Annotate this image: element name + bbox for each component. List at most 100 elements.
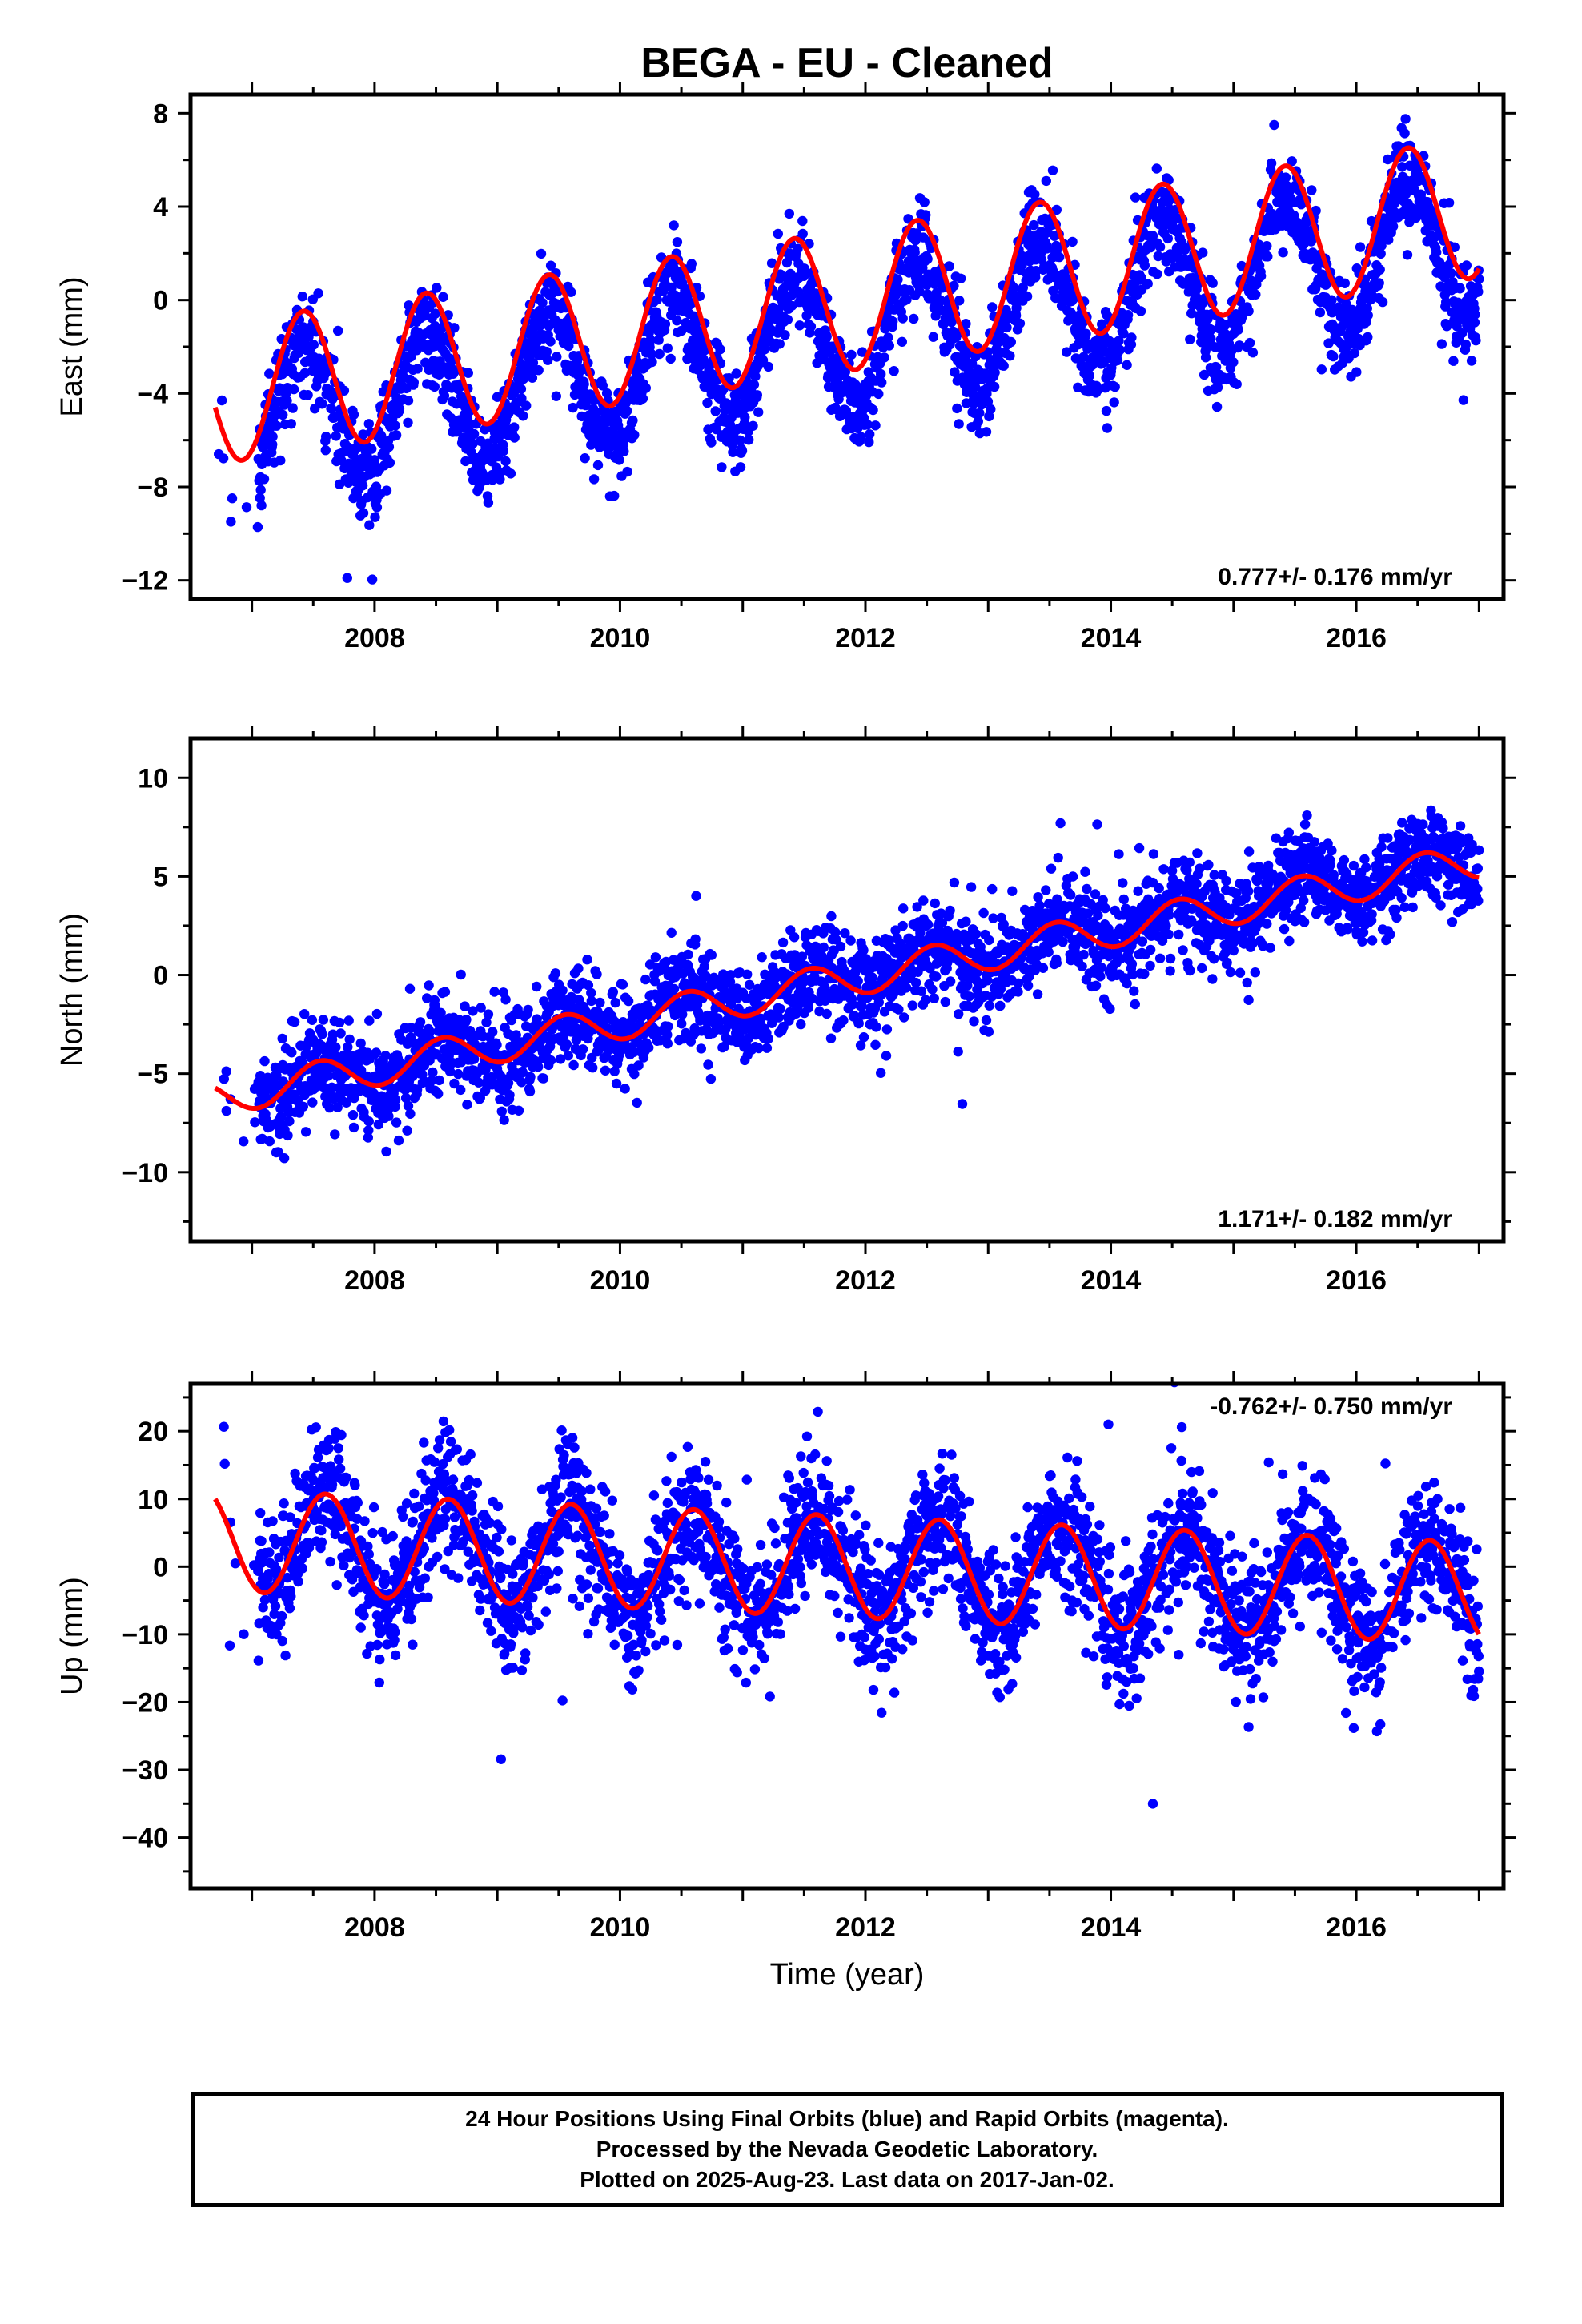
east-point xyxy=(597,380,608,391)
east-point xyxy=(760,344,770,355)
north-point xyxy=(460,1001,470,1011)
north-point xyxy=(611,1078,622,1089)
north-point xyxy=(945,976,956,987)
east-point xyxy=(735,462,746,472)
east-point xyxy=(339,385,350,396)
east-point xyxy=(1399,128,1410,139)
north-point xyxy=(496,1106,507,1117)
east-point xyxy=(1311,205,1321,216)
east-point xyxy=(628,415,638,426)
north-point xyxy=(691,891,701,901)
east-point xyxy=(897,336,908,347)
east-point xyxy=(464,418,475,429)
east-point xyxy=(227,493,238,504)
east-point xyxy=(647,356,657,368)
north-point xyxy=(649,976,661,987)
east-point xyxy=(289,384,299,395)
north-point xyxy=(683,949,693,960)
east-point xyxy=(331,431,341,441)
east-point xyxy=(1231,379,1242,389)
east-point xyxy=(752,390,762,400)
north-point xyxy=(969,1016,979,1027)
north-point xyxy=(1154,883,1164,894)
north-point xyxy=(953,1047,963,1057)
north-point xyxy=(927,984,938,995)
north-point xyxy=(580,1007,592,1017)
north-point xyxy=(323,1071,334,1081)
east-point xyxy=(1466,356,1477,366)
north-point xyxy=(412,1084,423,1095)
east-point xyxy=(652,294,662,305)
north-point xyxy=(318,1015,329,1025)
east-point xyxy=(884,340,895,351)
north-point xyxy=(335,1028,346,1039)
north-point xyxy=(476,1003,486,1013)
north-point xyxy=(402,1125,412,1136)
east-point xyxy=(541,346,552,357)
north-point xyxy=(259,1055,270,1067)
north-point xyxy=(533,1061,544,1072)
north-point xyxy=(532,981,542,992)
north-point xyxy=(897,920,908,931)
east-point xyxy=(1363,310,1373,320)
north-point xyxy=(586,995,596,1007)
east-point xyxy=(313,288,323,299)
north-point xyxy=(666,927,677,939)
east-point xyxy=(371,502,383,513)
east-point xyxy=(1154,242,1166,252)
east-point xyxy=(449,323,460,333)
east-point xyxy=(1376,240,1387,251)
east-point xyxy=(949,280,959,292)
north-point xyxy=(940,996,951,1007)
east-point xyxy=(974,408,985,418)
east-point xyxy=(888,316,898,327)
east-point xyxy=(989,381,1000,392)
east-point xyxy=(797,228,808,239)
north-point xyxy=(363,1125,374,1136)
east-point xyxy=(901,294,912,305)
east-model-curve xyxy=(212,145,1481,463)
east-point xyxy=(646,349,657,360)
north-point xyxy=(568,1059,579,1071)
east-point xyxy=(711,424,721,435)
east-point xyxy=(391,430,402,440)
east-point xyxy=(1255,271,1267,281)
north-point xyxy=(1090,980,1102,991)
north-point xyxy=(1077,961,1087,972)
east-point xyxy=(1448,356,1459,366)
north-point xyxy=(1007,886,1018,896)
east-point xyxy=(669,220,679,231)
east-point xyxy=(463,368,473,378)
north-point xyxy=(761,1043,773,1053)
east-point xyxy=(1102,423,1113,433)
north-point xyxy=(690,934,701,945)
east-point xyxy=(640,383,651,393)
north-point xyxy=(577,1044,588,1055)
east-point xyxy=(370,512,380,522)
east-point xyxy=(505,468,516,479)
east-point xyxy=(226,517,236,527)
east-point xyxy=(310,404,320,414)
east-point xyxy=(543,355,553,365)
east-point xyxy=(1084,370,1095,381)
north-point xyxy=(538,1073,549,1084)
east-y-axis-label: East (mm) xyxy=(55,276,89,416)
east-point xyxy=(1244,337,1255,348)
east-point xyxy=(909,247,920,258)
north-point xyxy=(901,983,912,993)
north-point xyxy=(373,1119,384,1130)
north-point xyxy=(961,916,971,927)
east-plot-frame xyxy=(188,92,1506,601)
east-point xyxy=(1135,306,1146,316)
east-point xyxy=(320,445,331,456)
north-point xyxy=(663,1021,673,1032)
east-point xyxy=(412,364,423,374)
north-point xyxy=(524,1086,536,1097)
east-point xyxy=(267,432,278,442)
north-point xyxy=(404,983,416,994)
east-point xyxy=(1180,243,1191,254)
east-point xyxy=(724,373,734,384)
east-point xyxy=(1316,364,1327,375)
